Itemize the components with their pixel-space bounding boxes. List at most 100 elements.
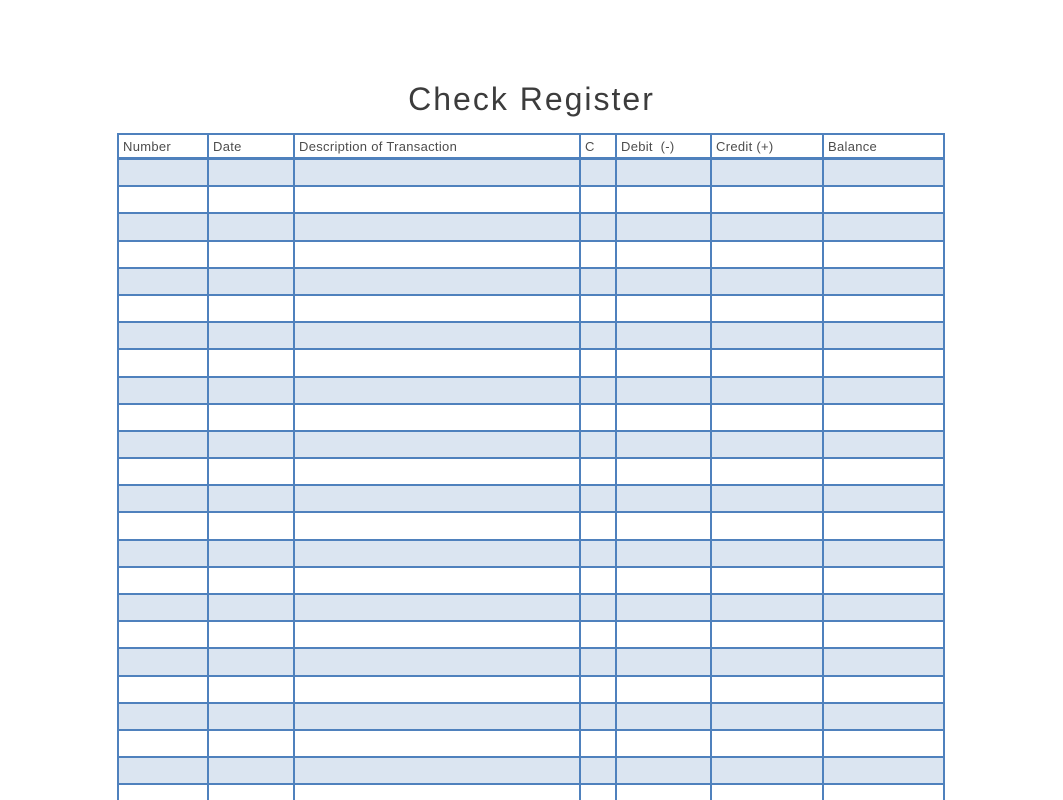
cell-credit <box>710 429 824 460</box>
table-row <box>117 728 945 759</box>
cell-description <box>293 348 581 378</box>
cell-balance <box>822 157 945 188</box>
cell-debit <box>615 728 712 759</box>
cell-credit <box>710 457 824 487</box>
cell-credit <box>710 728 824 759</box>
cell-debit <box>615 457 712 487</box>
column-header-c: C <box>579 133 617 160</box>
cell-number <box>117 728 209 759</box>
table-row <box>117 293 945 324</box>
cell-date <box>207 402 295 432</box>
cell-balance <box>822 701 945 731</box>
cell-date <box>207 701 295 731</box>
cell-credit <box>710 375 824 405</box>
cell-date <box>207 647 295 677</box>
cell-date <box>207 674 295 704</box>
column-header-description: Description of Transaction <box>293 133 581 160</box>
cell-date <box>207 429 295 460</box>
cell-debit <box>615 402 712 432</box>
table-row <box>117 429 945 460</box>
cell-balance <box>822 293 945 324</box>
cell-debit <box>615 348 712 378</box>
cell-description <box>293 701 581 731</box>
cell-number <box>117 348 209 378</box>
cell-credit <box>710 321 824 351</box>
cell-balance <box>822 783 945 800</box>
cell-credit <box>710 185 824 215</box>
column-header-balance: Balance <box>822 133 945 160</box>
cell-debit <box>615 375 712 405</box>
check-register-table: Number Date Description of Transaction C Deb… <box>117 133 945 800</box>
cell-c <box>579 756 617 786</box>
column-header-debit: Debit (-) <box>615 133 712 160</box>
cell-date <box>207 293 295 324</box>
cell-c <box>579 321 617 351</box>
cell-number <box>117 538 209 568</box>
cell-balance <box>822 756 945 786</box>
cell-balance <box>822 348 945 378</box>
cell-number <box>117 620 209 650</box>
cell-description <box>293 674 581 704</box>
cell-c <box>579 538 617 568</box>
cell-debit <box>615 511 712 541</box>
table-row <box>117 565 945 596</box>
cell-number <box>117 212 209 242</box>
cell-credit <box>710 592 824 623</box>
cell-description <box>293 756 581 786</box>
cell-date <box>207 756 295 786</box>
cell-description <box>293 484 581 514</box>
cell-number <box>117 266 209 296</box>
cell-number <box>117 701 209 731</box>
column-header-number: Number <box>117 133 209 160</box>
cell-debit <box>615 157 712 188</box>
cell-debit <box>615 293 712 324</box>
cell-c <box>579 674 617 704</box>
table-header: Number Date Description of Transaction C Deb… <box>117 133 945 160</box>
cell-description <box>293 783 581 800</box>
cell-date <box>207 266 295 296</box>
cell-description <box>293 511 581 541</box>
cell-description <box>293 620 581 650</box>
table-row <box>117 157 945 188</box>
cell-number <box>117 185 209 215</box>
column-header-date: Date <box>207 133 295 160</box>
table-row <box>117 484 945 514</box>
cell-debit <box>615 756 712 786</box>
table-row <box>117 375 945 405</box>
cell-description <box>293 592 581 623</box>
cell-date <box>207 592 295 623</box>
cell-date <box>207 457 295 487</box>
column-header-credit: Credit (+) <box>710 133 824 160</box>
cell-balance <box>822 647 945 677</box>
table-body <box>117 157 945 800</box>
cell-balance <box>822 674 945 704</box>
cell-credit <box>710 538 824 568</box>
cell-balance <box>822 239 945 269</box>
cell-description <box>293 565 581 596</box>
cell-credit <box>710 293 824 324</box>
table-row <box>117 511 945 541</box>
cell-description <box>293 239 581 269</box>
cell-credit <box>710 266 824 296</box>
cell-date <box>207 484 295 514</box>
cell-c <box>579 620 617 650</box>
cell-debit <box>615 239 712 269</box>
cell-debit <box>615 565 712 596</box>
cell-description <box>293 157 581 188</box>
cell-c <box>579 185 617 215</box>
cell-balance <box>822 375 945 405</box>
cell-number <box>117 293 209 324</box>
cell-number <box>117 756 209 786</box>
table-row <box>117 321 945 351</box>
cell-number <box>117 647 209 677</box>
cell-credit <box>710 701 824 731</box>
cell-c <box>579 592 617 623</box>
cell-description <box>293 538 581 568</box>
cell-credit <box>710 565 824 596</box>
cell-credit <box>710 674 824 704</box>
cell-description <box>293 266 581 296</box>
cell-date <box>207 157 295 188</box>
table-row <box>117 674 945 704</box>
cell-description <box>293 321 581 351</box>
cell-date <box>207 321 295 351</box>
